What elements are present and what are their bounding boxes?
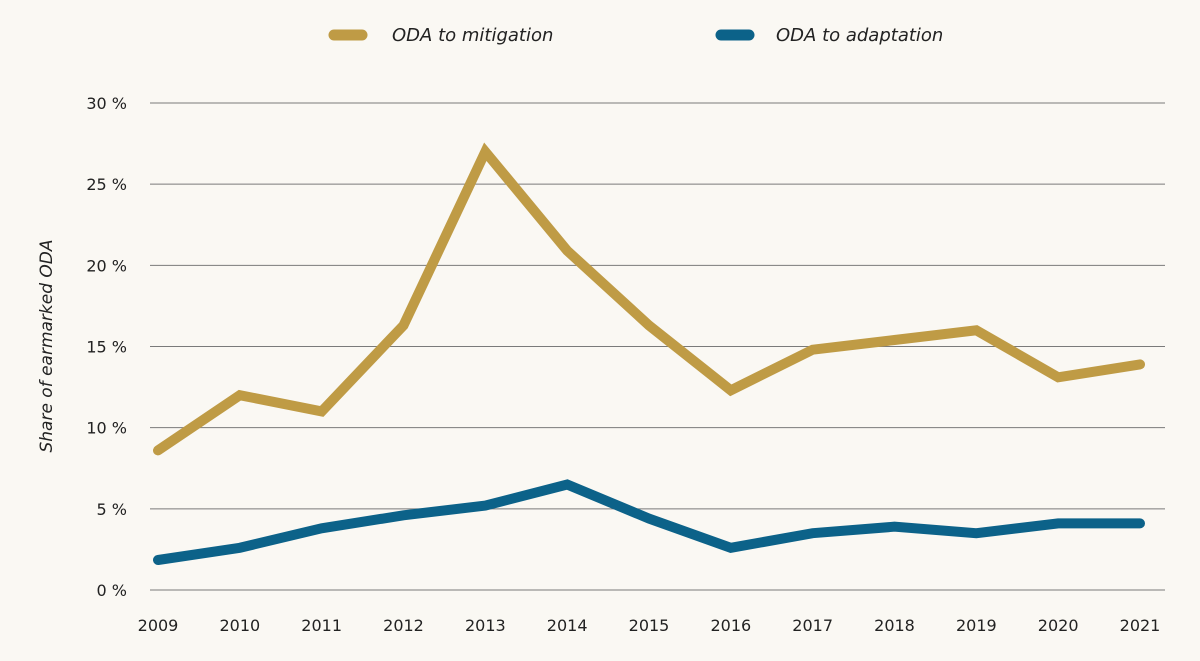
gridlines xyxy=(150,102,1165,591)
x-tick-label: 2019 xyxy=(956,616,997,635)
y-tick-label: 20 % xyxy=(86,256,127,275)
x-tick-label: 2017 xyxy=(792,616,833,635)
y-tick-label: 30 % xyxy=(86,94,127,113)
legend-item-mitigation: ODA to mitigation xyxy=(328,25,553,46)
x-tick-label: 2021 xyxy=(1120,616,1161,635)
x-tick-label: 2015 xyxy=(629,616,670,635)
y-tick-label: 25 % xyxy=(86,175,127,194)
y-tick-label: 5 % xyxy=(97,500,127,519)
y-axis-ticks: 0 % 5 % 10 % 15 % 20 % 25 % 30 % xyxy=(86,94,127,600)
legend: ODA to mitigation ODA to adaptation xyxy=(328,25,943,46)
x-tick-label: 2018 xyxy=(874,616,915,635)
series-lines xyxy=(153,142,1145,565)
series-line-mitigation xyxy=(153,142,1145,456)
y-axis-title: Share of earmarked ODA xyxy=(37,239,57,452)
y-tick-label: 0 % xyxy=(97,581,127,600)
y-tick-label: 10 % xyxy=(86,419,127,438)
x-tick-label: 2013 xyxy=(465,616,506,635)
x-tick-label: 2009 xyxy=(138,616,179,635)
x-tick-label: 2010 xyxy=(219,616,260,635)
x-tick-label: 2016 xyxy=(710,616,751,635)
legend-item-adaptation: ODA to adaptation xyxy=(715,25,943,46)
series-line-adaptation xyxy=(153,479,1145,565)
x-tick-label: 2011 xyxy=(301,616,342,635)
x-axis-ticks: 2009 2010 2011 2012 2013 2014 2015 2016 2017 2018… xyxy=(138,616,1161,635)
x-tick-label: 2014 xyxy=(547,616,588,635)
x-tick-label: 2020 xyxy=(1038,616,1079,635)
legend-label-mitigation: ODA to mitigation xyxy=(392,25,553,46)
y-tick-label: 15 % xyxy=(86,338,127,357)
x-tick-label: 2012 xyxy=(383,616,424,635)
legend-label-adaptation: ODA to adaptation xyxy=(776,25,943,46)
